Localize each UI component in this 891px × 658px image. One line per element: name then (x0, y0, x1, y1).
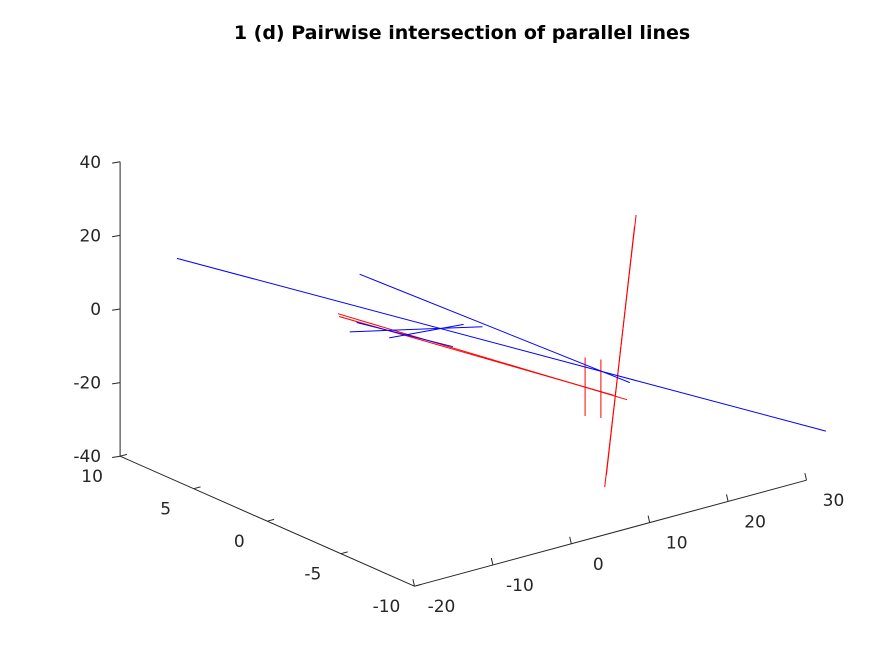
x-tick-label: 0 (593, 555, 604, 575)
y-tick-label: -10 (373, 597, 401, 617)
z-tick-label: -40 (73, 447, 101, 467)
z-tick-mark (112, 382, 121, 385)
x-tick-mark (569, 536, 572, 544)
z-tick-label: 40 (79, 153, 101, 173)
data-series (176, 214, 827, 488)
series-line-2 (605, 226, 635, 476)
series-line-7 (176, 257, 827, 432)
x-tick-mark (726, 494, 729, 502)
z-tick-mark (112, 308, 121, 311)
series-line-10 (349, 326, 483, 333)
x-axis-line (414, 479, 807, 587)
y-tick-label: 10 (81, 467, 103, 487)
x-tick-label: 20 (744, 512, 766, 532)
y-tick-mark (340, 551, 348, 555)
x-tick-mark (412, 579, 415, 587)
z-tick-mark (112, 161, 121, 164)
series-line-8 (359, 273, 630, 384)
z-tick-mark (112, 455, 121, 458)
y-tick-label: 0 (234, 532, 245, 552)
z-tick-mark (112, 234, 121, 238)
y-tick-label: 5 (160, 500, 171, 520)
x-tick-label: 30 (823, 491, 845, 511)
x-tick-label: -10 (506, 576, 534, 596)
y-tick-mark (414, 583, 422, 587)
x-tick-mark (490, 557, 494, 566)
x-tick-mark (804, 473, 807, 481)
y-tick-mark (119, 453, 128, 457)
axes (119, 161, 807, 587)
y-tick-label: -5 (304, 565, 321, 585)
chart-title: 1 (d) Pairwise intersection of parallel … (234, 22, 690, 44)
x-tick-label: -20 (428, 597, 456, 617)
y-tick-mark (267, 518, 275, 522)
z-tick-label: 20 (79, 226, 101, 246)
series-line-4 (337, 313, 628, 401)
x-tick-mark (647, 515, 651, 523)
z-tick-label: 0 (90, 300, 101, 320)
z-tick-label: -20 (73, 374, 101, 394)
series-line-11 (389, 323, 464, 339)
y-tick-mark (193, 486, 201, 490)
x-tick-label: 10 (666, 534, 688, 554)
